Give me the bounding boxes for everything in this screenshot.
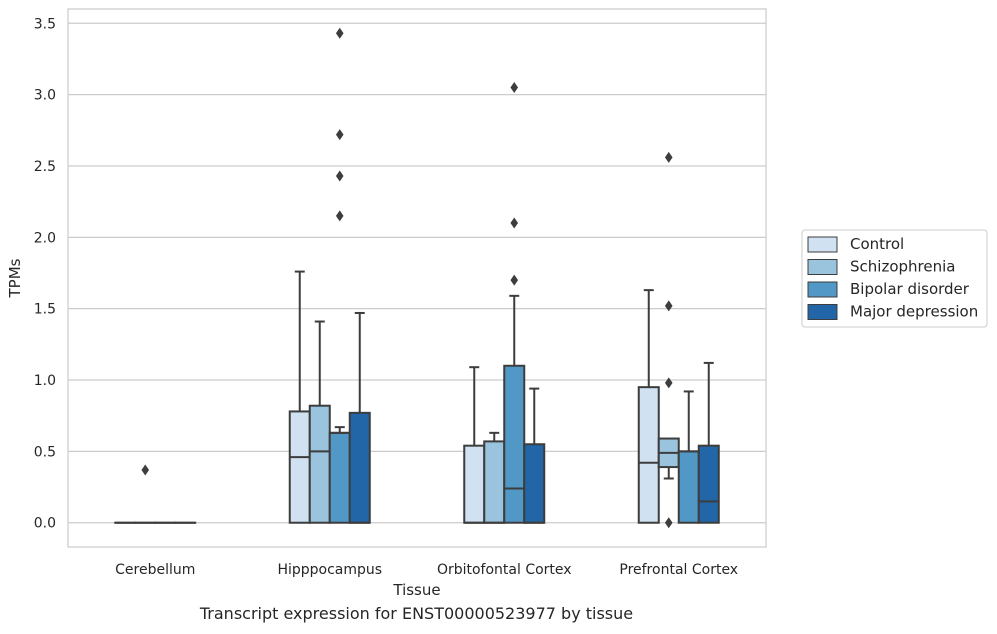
box-group bbox=[657, 151, 680, 529]
box-group bbox=[348, 311, 371, 524]
box bbox=[328, 431, 351, 524]
y-tick-label: 3.5 bbox=[34, 16, 56, 32]
box bbox=[677, 450, 700, 524]
box-group bbox=[308, 320, 331, 524]
legend-label: Control bbox=[850, 235, 904, 253]
box bbox=[483, 440, 506, 524]
x-axis-title: Tissue bbox=[392, 581, 440, 599]
y-axis-title: TPMs bbox=[6, 258, 24, 298]
box-group bbox=[328, 27, 351, 524]
y-tick-label: 2.5 bbox=[34, 159, 56, 175]
gridlines bbox=[68, 22, 766, 524]
box-group bbox=[523, 387, 546, 524]
legend-swatch bbox=[807, 259, 838, 275]
box-group bbox=[288, 270, 311, 524]
box bbox=[637, 386, 660, 524]
y-tick-label: 3.0 bbox=[34, 88, 56, 104]
legend-swatch bbox=[807, 236, 838, 253]
box bbox=[523, 443, 546, 524]
x-tick-label: Cerebellum bbox=[115, 562, 195, 578]
legend-label: Bipolar disorder bbox=[850, 280, 970, 298]
outlier-point bbox=[664, 151, 673, 163]
x-tick-label: Prefrontal Cortex bbox=[619, 562, 738, 578]
figure-caption: Transcript expression for ENST0000052397… bbox=[199, 604, 634, 623]
box-group bbox=[697, 361, 720, 524]
outlier-point bbox=[664, 517, 673, 529]
y-tick-label: 2.0 bbox=[34, 230, 56, 246]
y-tick-label: 0.0 bbox=[34, 516, 56, 532]
plot-area-frame bbox=[67, 8, 767, 548]
box bbox=[697, 444, 720, 524]
outlier-point bbox=[510, 217, 519, 229]
box-group bbox=[134, 464, 157, 524]
outlier-point bbox=[664, 377, 673, 389]
legend-swatch bbox=[807, 304, 838, 320]
y-tick-label: 1.5 bbox=[34, 302, 56, 318]
y-tick-label: 1.0 bbox=[34, 373, 56, 389]
x-axis-ticks: Cerebellum Hipppocampus Orbitofontal Corte… bbox=[115, 562, 738, 578]
box bbox=[348, 411, 371, 524]
box bbox=[308, 404, 331, 524]
legend-label: Major depression bbox=[850, 303, 978, 321]
x-tick-label: Orbitofontal Cortex bbox=[437, 562, 572, 578]
box-group bbox=[463, 366, 486, 524]
legend-frame bbox=[801, 229, 988, 328]
outlier-point bbox=[664, 300, 673, 312]
outlier-point bbox=[335, 27, 344, 39]
outlier-point bbox=[335, 210, 344, 222]
x-tick-label: Hipppocampus bbox=[277, 562, 382, 578]
outlier-point bbox=[510, 81, 519, 93]
legend: Control Schizophrenia Bipolar disorder Majo… bbox=[801, 229, 988, 328]
box bbox=[288, 410, 311, 524]
outlier-point bbox=[141, 464, 150, 476]
box bbox=[503, 364, 526, 524]
box-group bbox=[483, 431, 506, 524]
outlier-point bbox=[510, 274, 519, 286]
box bbox=[463, 444, 486, 524]
box-group bbox=[503, 81, 526, 524]
y-tick-label: 0.5 bbox=[34, 444, 56, 460]
outlier-point bbox=[335, 129, 344, 141]
y-axis-ticks: 0.0 0.5 1.0 1.5 2.0 2.5 3.0 3.5 bbox=[34, 16, 56, 531]
box-group bbox=[677, 390, 700, 524]
outlier-point bbox=[335, 170, 344, 182]
legend-label: Schizophrenia bbox=[850, 258, 955, 276]
box-group bbox=[637, 289, 660, 524]
boxes bbox=[114, 27, 720, 529]
legend-swatch bbox=[807, 281, 838, 298]
